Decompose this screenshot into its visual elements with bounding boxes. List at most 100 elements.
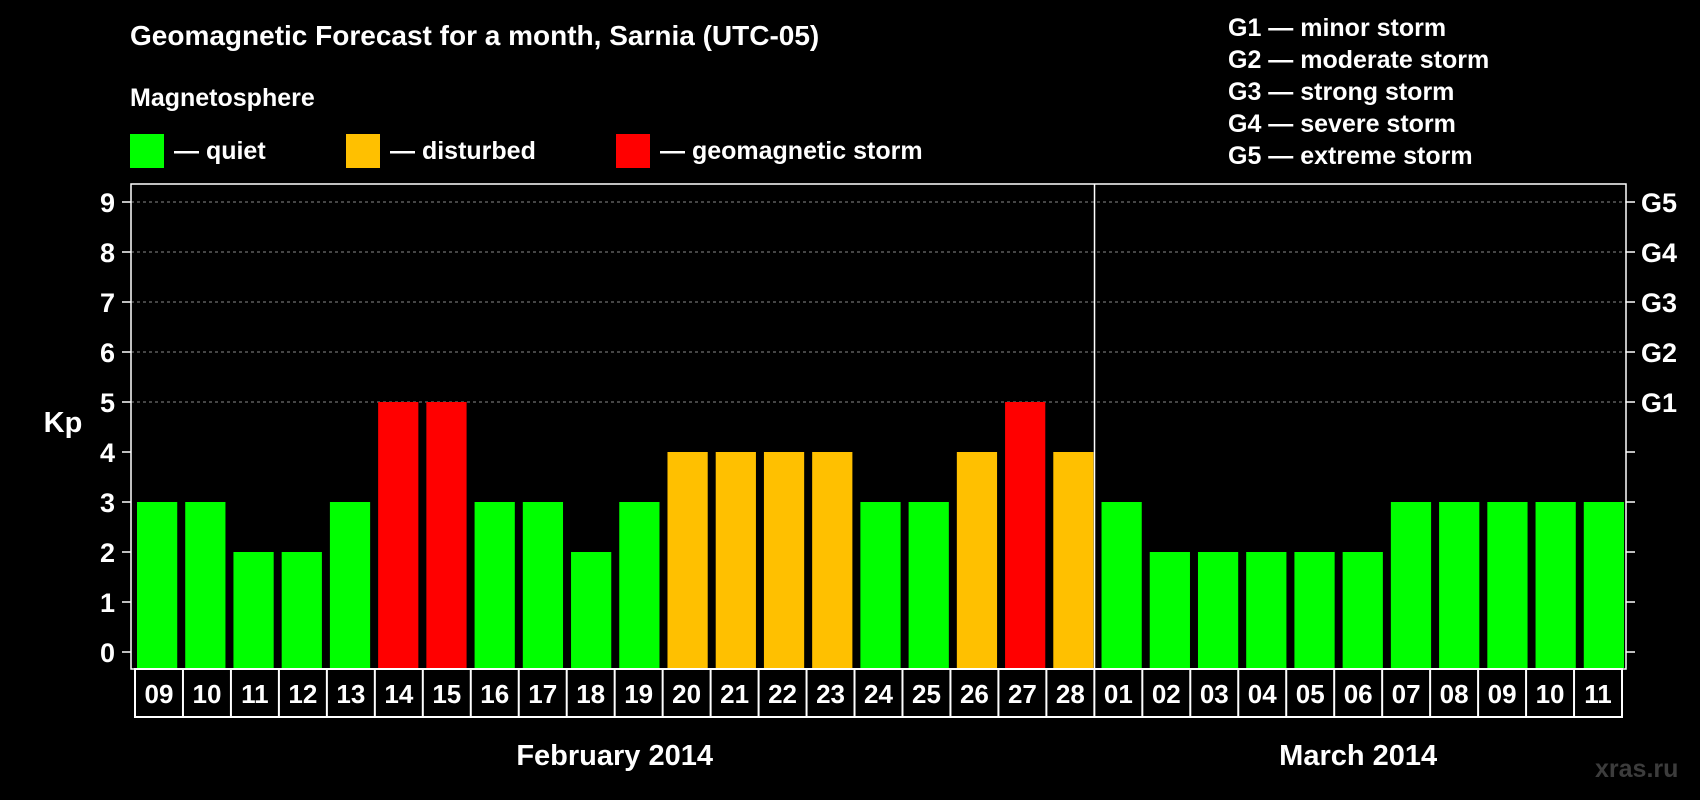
x-tick-label: 11	[241, 679, 269, 709]
x-tick-label: 02	[1152, 679, 1181, 709]
y-tick-label: 5	[100, 388, 115, 418]
x-tick-label: 03	[1200, 679, 1229, 709]
x-tick-label: 17	[528, 679, 557, 709]
x-tick-label: 10	[192, 679, 221, 709]
bar	[474, 502, 515, 668]
bar	[619, 502, 660, 668]
legend-swatch-quiet	[130, 134, 164, 168]
y-axis-label: Kp	[44, 407, 83, 439]
x-tick-label: 05	[1296, 679, 1325, 709]
right-axis-label-g3: G3	[1641, 288, 1677, 318]
right-axis-label-g1: G1	[1641, 388, 1677, 418]
bar	[378, 402, 419, 668]
bar	[1294, 552, 1335, 668]
x-tick-label: 23	[816, 679, 845, 709]
bar	[233, 552, 274, 668]
bar	[281, 552, 322, 668]
bar	[1005, 402, 1046, 668]
legend-swatch-storm	[616, 134, 650, 168]
x-tick-label: 13	[336, 679, 365, 709]
x-tick-label: 04	[1248, 679, 1277, 709]
month-label: March 2014	[1279, 740, 1437, 772]
x-tick-label: 22	[768, 679, 797, 709]
watermark: xras.ru	[1595, 755, 1679, 783]
bar	[1197, 552, 1239, 668]
x-tick-label: 25	[912, 679, 941, 709]
bar	[1342, 552, 1383, 668]
bar	[1583, 502, 1624, 668]
bar	[137, 502, 178, 668]
storm-scale-g3: G3 — strong storm	[1228, 78, 1455, 106]
storm-scale-g1: G1 — minor storm	[1228, 14, 1447, 42]
x-tick-label: 27	[1008, 679, 1037, 709]
x-tick-label: 24	[864, 679, 893, 709]
bar	[1053, 452, 1094, 668]
x-tick-label: 28	[1056, 679, 1085, 709]
x-tick-label: 09	[145, 679, 174, 709]
legend-label-quiet: — quiet	[174, 136, 266, 165]
bar	[763, 452, 805, 668]
chart-title: Geomagnetic Forecast for a month, Sarnia…	[130, 20, 820, 51]
storm-scale-legend: G1 — minor storm G2 — moderate storm G3 …	[1228, 12, 1489, 172]
y-tick-label: 2	[100, 538, 115, 568]
y-tick-label: 9	[100, 188, 115, 218]
legend-label-disturbed: — disturbed	[390, 136, 536, 165]
bar	[1439, 502, 1480, 668]
x-tick-label: 09	[1488, 679, 1517, 709]
x-tick-label: 26	[960, 679, 989, 709]
right-axis-label-g5: G5	[1641, 188, 1677, 218]
bar	[1535, 502, 1576, 668]
month-label: February 2014	[516, 740, 713, 772]
bar	[1101, 502, 1142, 668]
y-tick-label: 7	[100, 288, 115, 318]
bar	[1149, 552, 1190, 668]
y-tick-label: 4	[100, 438, 115, 468]
x-tick-label: 19	[624, 679, 653, 709]
y-tick-label: 1	[100, 588, 115, 618]
bar	[1487, 502, 1528, 668]
x-tick-label: 01	[1104, 679, 1133, 709]
x-tick-label: 07	[1392, 679, 1421, 709]
legend-heading: Magnetosphere	[130, 84, 315, 112]
y-tick-label: 8	[100, 238, 115, 268]
legend-item-disturbed: — disturbed	[346, 134, 536, 168]
bar	[667, 452, 708, 668]
storm-scale-g2: G2 — moderate storm	[1228, 46, 1490, 74]
bar	[715, 452, 756, 668]
x-tick-label: 14	[384, 679, 413, 709]
x-tick-label: 18	[576, 679, 605, 709]
storm-scale-g5: G5 — extreme storm	[1228, 142, 1473, 170]
x-tick-label: 15	[432, 679, 461, 709]
y-tick-label: 0	[100, 638, 115, 668]
bar	[956, 452, 998, 668]
right-axis-label-g4: G4	[1641, 238, 1677, 268]
x-tick-label: 12	[288, 679, 317, 709]
bar	[185, 502, 226, 668]
y-tick-label: 6	[100, 338, 115, 368]
x-tick-label: 06	[1344, 679, 1373, 709]
x-tick-label: 16	[480, 679, 509, 709]
x-tick-label: 08	[1440, 679, 1469, 709]
x-tick-label: 20	[672, 679, 701, 709]
legend-label-storm: — geomagnetic storm	[660, 136, 923, 165]
bar	[1390, 502, 1432, 668]
legend-swatch-disturbed	[346, 134, 380, 168]
y-tick-label: 3	[100, 488, 115, 518]
right-axis-label-g2: G2	[1641, 338, 1677, 368]
bar	[426, 402, 467, 668]
bar	[571, 552, 612, 668]
storm-scale-g4: G4 — severe storm	[1228, 110, 1456, 138]
bar	[1246, 552, 1287, 668]
legend-item-quiet: — quiet	[130, 134, 266, 168]
bar	[908, 502, 949, 668]
x-tick-label: 21	[720, 679, 749, 709]
x-tick-label: 11	[1584, 679, 1612, 709]
x-tick-label: 10	[1536, 679, 1565, 709]
bar	[812, 452, 853, 668]
date-axis-frame	[134, 668, 1623, 718]
bar	[522, 502, 564, 668]
legend-item-storm: — geomagnetic storm	[616, 134, 923, 168]
bar	[860, 502, 901, 668]
bar	[329, 502, 371, 668]
